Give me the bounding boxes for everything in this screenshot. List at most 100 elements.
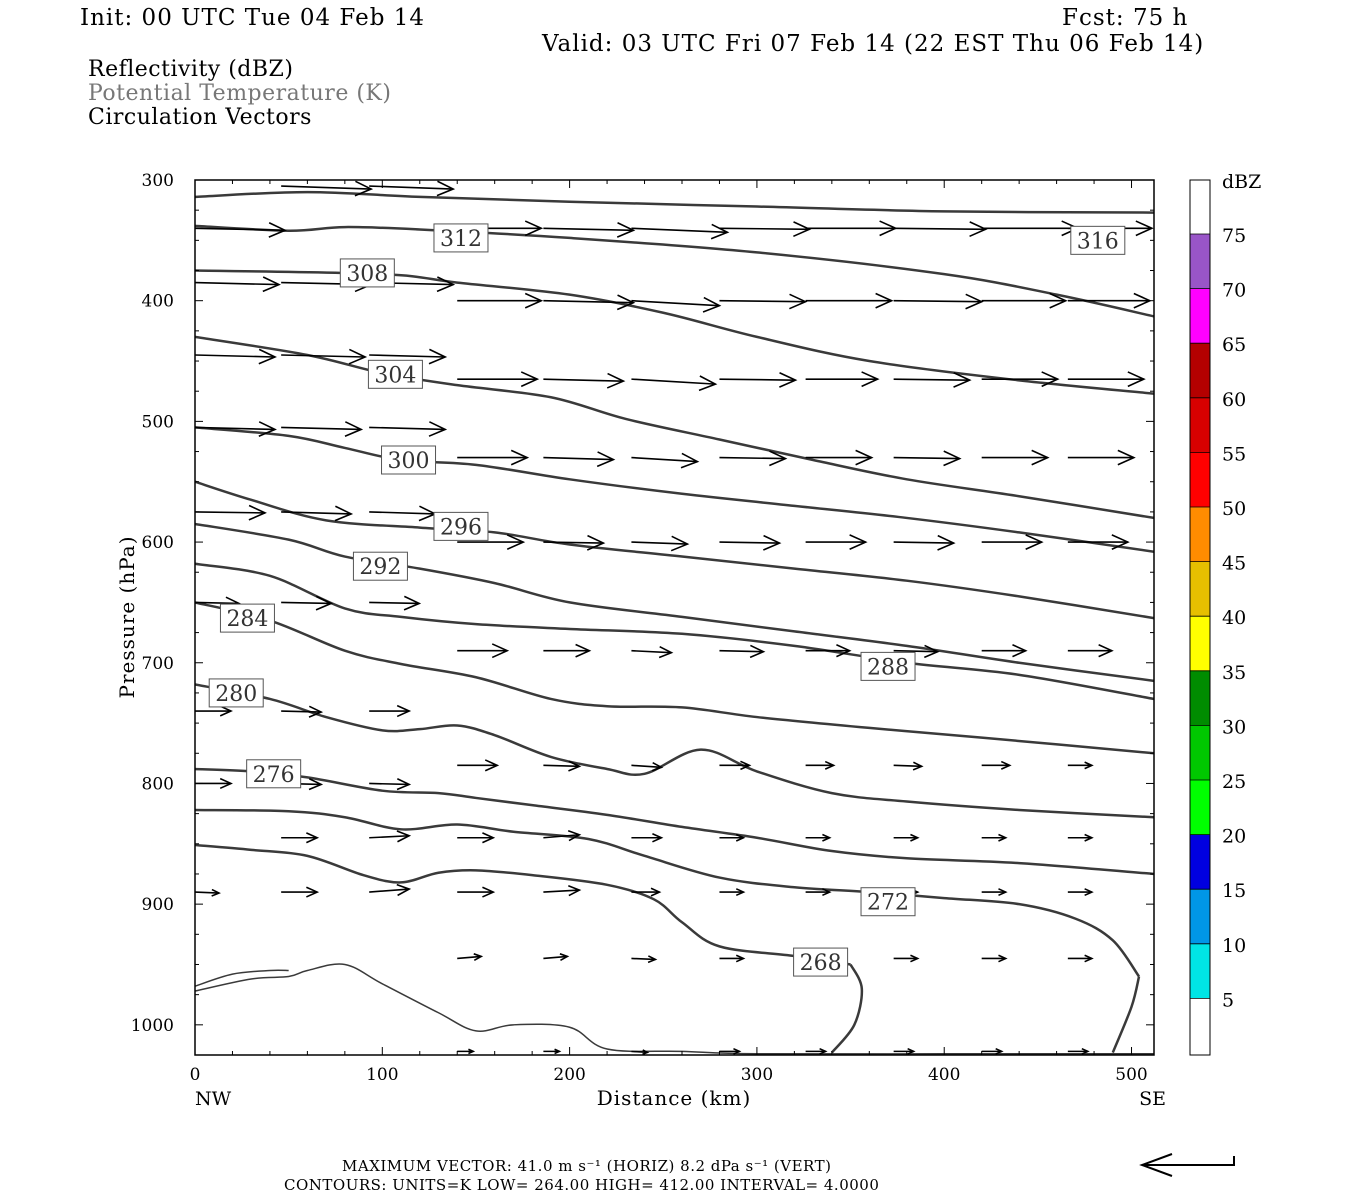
vector-arrow [457,643,510,659]
svg-text:316: 316 [1077,229,1119,254]
vector-arrow [805,644,852,658]
vector-arrow [805,1047,828,1055]
svg-text:296: 296 [440,515,482,540]
colorbar-label: 15 [1222,880,1246,902]
x-tick-label: 500 [1115,1065,1147,1085]
vector-arrow [457,292,544,309]
y-tick-label: 800 [142,774,174,794]
x-axis-title: Distance (km) [597,1086,752,1110]
vector-arrow [631,645,674,659]
vector-arrow [805,888,832,897]
contour-label: 276 [246,759,302,789]
colorbar-segment [1190,507,1210,562]
vector-arrow [719,450,788,467]
vector-arrow [805,449,874,466]
contour-312 [195,224,1154,318]
svg-text:288: 288 [867,655,909,680]
y-axis-title: Pressure (hPa) [115,536,139,699]
legend-circulation-vectors: Circulation Vectors [88,105,312,130]
vector-arrow [981,833,1008,842]
colorbar-segment [1190,889,1210,944]
colorbar-segment [1190,943,1210,999]
vector-arrow [1067,534,1130,550]
vector-arrow [981,760,1012,770]
vector-arrow [719,954,746,963]
svg-text:272: 272 [867,891,909,916]
vector-arrow [457,1048,476,1055]
vector-arrow [805,371,880,388]
vector-arrow [719,644,766,659]
colorbar-segment [1190,397,1210,453]
vector-arrow [281,705,324,718]
contour-308 [195,269,1154,395]
vector-arrow [981,1047,1004,1055]
contour-label: 272 [860,887,916,917]
plot-frame [194,179,1155,1056]
vector-arrow [1067,449,1136,466]
vector-arrow [281,595,334,611]
vector-arrow [543,534,606,551]
contour-label: 268 [793,947,849,977]
colorbar-label: 35 [1222,662,1246,684]
vector-arrow [981,644,1028,658]
vector-arrow [631,223,730,240]
y-tick-label: 500 [142,412,174,432]
contour-268 [195,843,851,966]
vector-arrow [1067,833,1094,842]
svg-text:300: 300 [388,449,430,474]
y-tick-label: 600 [142,533,174,553]
vector-arrow [457,886,496,898]
vector-arrow [981,371,1060,388]
vector-arrow [543,953,570,961]
vector-arrow [369,883,412,897]
vector-arrow [631,296,722,313]
vector-arrow [543,885,582,897]
svg-text:268: 268 [800,951,842,976]
legend-reflectivity: Reflectivity (dBZ) [88,57,294,82]
legend-potential-temperature: Potential Temperature (K) [88,81,392,106]
colorbar-label: 5 [1222,989,1234,1011]
svg-text:284: 284 [226,607,268,632]
colorbar-title: dBZ [1222,171,1261,193]
axis-ticks: 0 100 200 300 400 500 300 400 500 600 700 800 900 100… [131,171,1154,1085]
contour-300 [195,426,1154,553]
svg-text:308: 308 [346,262,388,287]
colorbar-label: 50 [1222,498,1246,520]
colorbar-segment [1190,234,1210,289]
vector-arrow [457,449,530,466]
vector-arrow [981,534,1044,550]
vector-arrow [281,180,374,197]
reference-vector-icon [1139,1153,1235,1177]
vector-arrow [195,348,277,365]
vector-arrow [719,293,808,310]
vector-arrow [981,220,1080,237]
vector-arrow [369,421,448,437]
svg-text:292: 292 [359,555,401,580]
vector-arrow [369,778,412,791]
vector-arrow [893,372,972,388]
vector-arrow [805,833,832,842]
colorbar-segment [1190,780,1210,835]
vector-arrow [457,371,540,388]
vector-arrow [281,421,364,437]
colorbar-label: 20 [1222,826,1246,848]
vector-arrow [1067,644,1114,658]
vector-arrow [719,221,812,238]
contour-label: 292 [352,551,408,581]
contour-280 [195,683,1154,819]
x-tick-label: 400 [928,1065,960,1085]
vector-arrow [1067,888,1094,897]
vector-arrow [1067,371,1146,388]
vector-arrow [631,761,664,772]
contour-296 [195,480,1154,620]
vector-arrow [543,372,626,389]
y-tick-label: 700 [142,654,174,674]
vector-arrow [719,833,746,842]
vector-arrow [369,505,438,522]
vector-arrow [195,504,267,521]
contour-288 [195,562,1154,701]
contour-292 [195,522,1154,683]
vector-arrow [195,276,281,293]
vector-arrow [195,705,233,717]
